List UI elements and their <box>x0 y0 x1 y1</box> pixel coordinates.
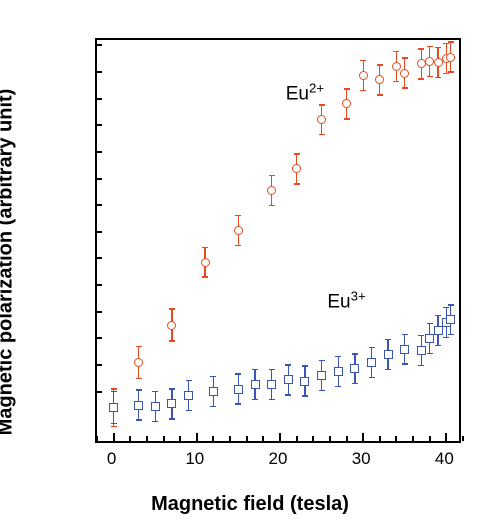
x-axis-label: Magnetic field (tesla) <box>0 493 500 516</box>
y-axis-label: Magnetic polarization (arbitrary unit) <box>0 89 18 436</box>
x-tick-label: 30 <box>352 449 371 469</box>
series-label: Eu2+ <box>286 81 324 106</box>
figure: { "canvas": { "w": 500, "h": 524 }, "plo… <box>0 0 500 524</box>
x-tick-label: 10 <box>185 449 204 469</box>
plot-area: Eu2+ Eu3+ <box>95 38 461 443</box>
x-tick-label: 40 <box>435 449 454 469</box>
x-tick-label: 20 <box>269 449 288 469</box>
x-tick-label: 0 <box>107 449 116 469</box>
series-label: Eu3+ <box>327 288 365 313</box>
